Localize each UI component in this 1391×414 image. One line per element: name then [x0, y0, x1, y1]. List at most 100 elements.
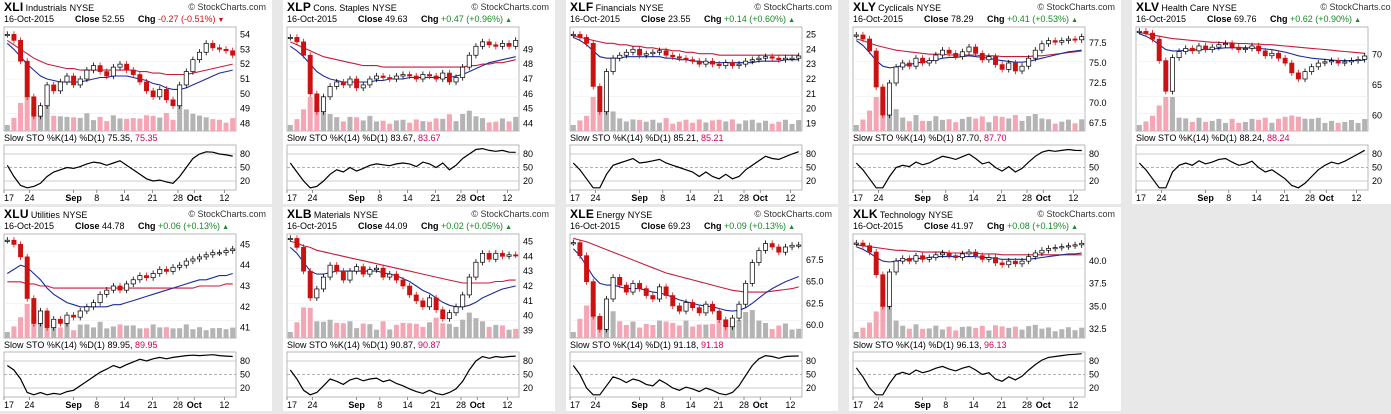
sto-tick-label: 20	[1089, 176, 1099, 186]
candle-body	[637, 283, 643, 289]
x-tick-label: 17	[1136, 193, 1146, 203]
volume-bar	[617, 118, 623, 131]
candle-body	[630, 48, 636, 53]
y-tick-label: 49	[523, 44, 533, 54]
volume-bar	[84, 324, 90, 338]
candle-body	[1295, 72, 1301, 80]
x-tick-label: 14	[686, 400, 696, 410]
volume-bar	[946, 119, 952, 131]
candle-body	[480, 252, 486, 263]
volume-bar	[920, 328, 926, 338]
sto-k-line	[289, 147, 516, 189]
quote-line: 16-Oct-2015 Close 49.63 Chg +0.47 (+0.96%)…	[287, 14, 551, 25]
candle-body	[440, 309, 446, 320]
y-tick-label: 39	[523, 326, 533, 336]
x-tick-label: 8	[1226, 193, 1231, 203]
x-tick-label: 28	[456, 193, 466, 203]
candle-body	[643, 53, 649, 56]
triangle-up-icon: ▲	[505, 17, 512, 24]
moving-average-red	[573, 237, 799, 293]
sto-legend: Slow STO %K(14) %D(1) 87.70, 87.70	[853, 133, 1007, 143]
volume-bar	[769, 329, 775, 338]
volume-bar	[1275, 118, 1282, 131]
sector-name: Financials	[595, 3, 637, 13]
volume-bar	[1019, 329, 1025, 338]
candle-body	[940, 49, 945, 56]
volume-bar	[992, 325, 999, 338]
volume-bar	[966, 116, 972, 131]
volume-bar	[1136, 125, 1142, 131]
volume-bar	[1072, 123, 1078, 131]
exchange-label: NYSE	[627, 210, 653, 220]
chart-header: XLV Health Care NYSE © StockCharts.com	[1136, 1, 1391, 14]
volume-bar	[637, 327, 643, 338]
volume-bar	[959, 326, 965, 338]
close-value: Close 52.55	[75, 14, 125, 25]
volume-bar	[986, 330, 992, 338]
candle-body	[979, 255, 985, 260]
x-tick-label: Oct	[1036, 193, 1051, 203]
triangle-up-icon: ▲	[1071, 17, 1078, 24]
volume-bar	[873, 311, 879, 338]
volume-bar	[723, 325, 729, 338]
candle-body	[657, 286, 662, 300]
exchange-label: NYSE	[62, 210, 88, 220]
volume-bar	[170, 119, 176, 131]
triangle-up-icon: ▲	[788, 224, 795, 231]
candle-body	[906, 62, 912, 67]
volume-bar	[623, 325, 629, 338]
candle-body	[1032, 49, 1038, 59]
sto-tick-label: 80	[1372, 149, 1382, 159]
y-tick-label: 77.5	[1089, 38, 1107, 48]
sto-frame	[1135, 144, 1369, 191]
volume-bar	[37, 116, 43, 131]
volume-bar	[1169, 97, 1175, 131]
candle-body	[18, 40, 24, 62]
candle-body	[117, 285, 123, 291]
close-value: Close 69.76	[1207, 14, 1257, 25]
volume-bar	[986, 122, 992, 131]
x-tick-label: 21	[430, 193, 440, 203]
volume-bar	[597, 100, 603, 131]
moving-average-red	[573, 35, 799, 56]
candle-body	[314, 93, 320, 113]
candle-body	[657, 50, 662, 53]
candle-body	[1032, 252, 1038, 257]
volume-bar	[4, 332, 10, 338]
volume-bar	[373, 121, 380, 131]
x-tick-label: Sep	[914, 400, 931, 410]
volume-bar	[197, 327, 203, 338]
candle-body	[24, 60, 30, 98]
volume-bar	[216, 328, 222, 338]
candle-body	[966, 46, 972, 53]
volume-bar	[24, 304, 30, 338]
triangle-up-icon: ▲	[1071, 224, 1078, 231]
y-tick-label: 67.5	[1089, 118, 1107, 128]
volume-bar	[696, 119, 702, 131]
chart-svg: 40.0 37.5 35.0 32.5 80 50 20 17 24 Sep 8 14 21 28 Oct 1…	[852, 233, 1107, 410]
volume-bar	[400, 322, 406, 338]
candle-body	[993, 56, 998, 65]
candle-body	[400, 74, 406, 77]
close-number: 44.09	[385, 221, 408, 231]
candle-body	[1163, 60, 1169, 92]
volume-bar	[314, 106, 320, 131]
sto-k-line	[6, 151, 233, 189]
change-number: +0.62 (+0.90%)	[1290, 14, 1353, 24]
x-tick-label: Oct	[187, 193, 202, 203]
volume-bar	[104, 121, 110, 131]
volume-bar	[57, 116, 63, 131]
sto-k-line	[289, 355, 516, 396]
candle-body	[407, 74, 413, 77]
volume-bar	[1143, 121, 1149, 131]
sto-tick-label: 20	[1089, 383, 1099, 393]
volume-bar	[663, 118, 669, 131]
volume-bar	[867, 110, 873, 131]
x-tick-label: 12	[785, 400, 795, 410]
sto-tick-label: 50	[1372, 163, 1382, 173]
candle-body	[597, 315, 603, 330]
volume-bar	[480, 321, 486, 338]
y-tick-label: 65	[1372, 80, 1382, 90]
volume-bar	[506, 121, 512, 131]
y-tick-label: 25	[806, 29, 816, 39]
